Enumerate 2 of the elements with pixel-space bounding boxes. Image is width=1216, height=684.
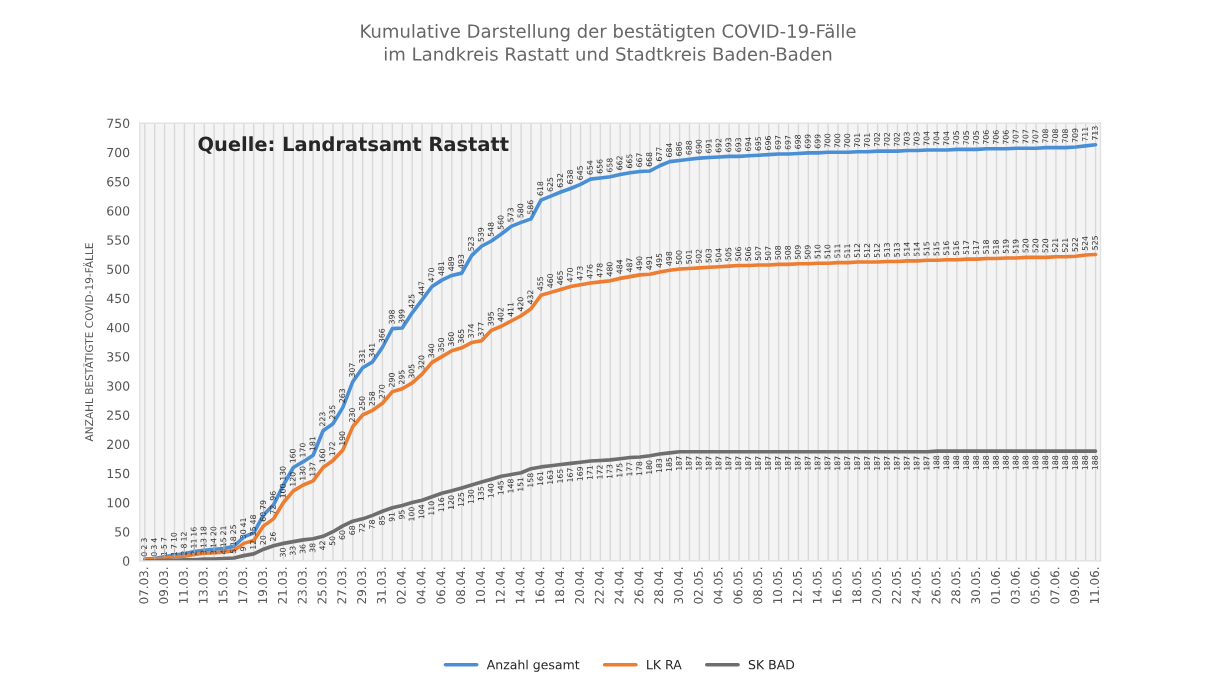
chart-title: Kumulative Darstellung der bestätigten COVID-19-Fälle im Landkreis Rastatt und Stadtkreis Baden-Baden: [361, 23, 856, 61]
annotation: Quelle: Landratsamt Rastatt: [198, 136, 509, 154]
